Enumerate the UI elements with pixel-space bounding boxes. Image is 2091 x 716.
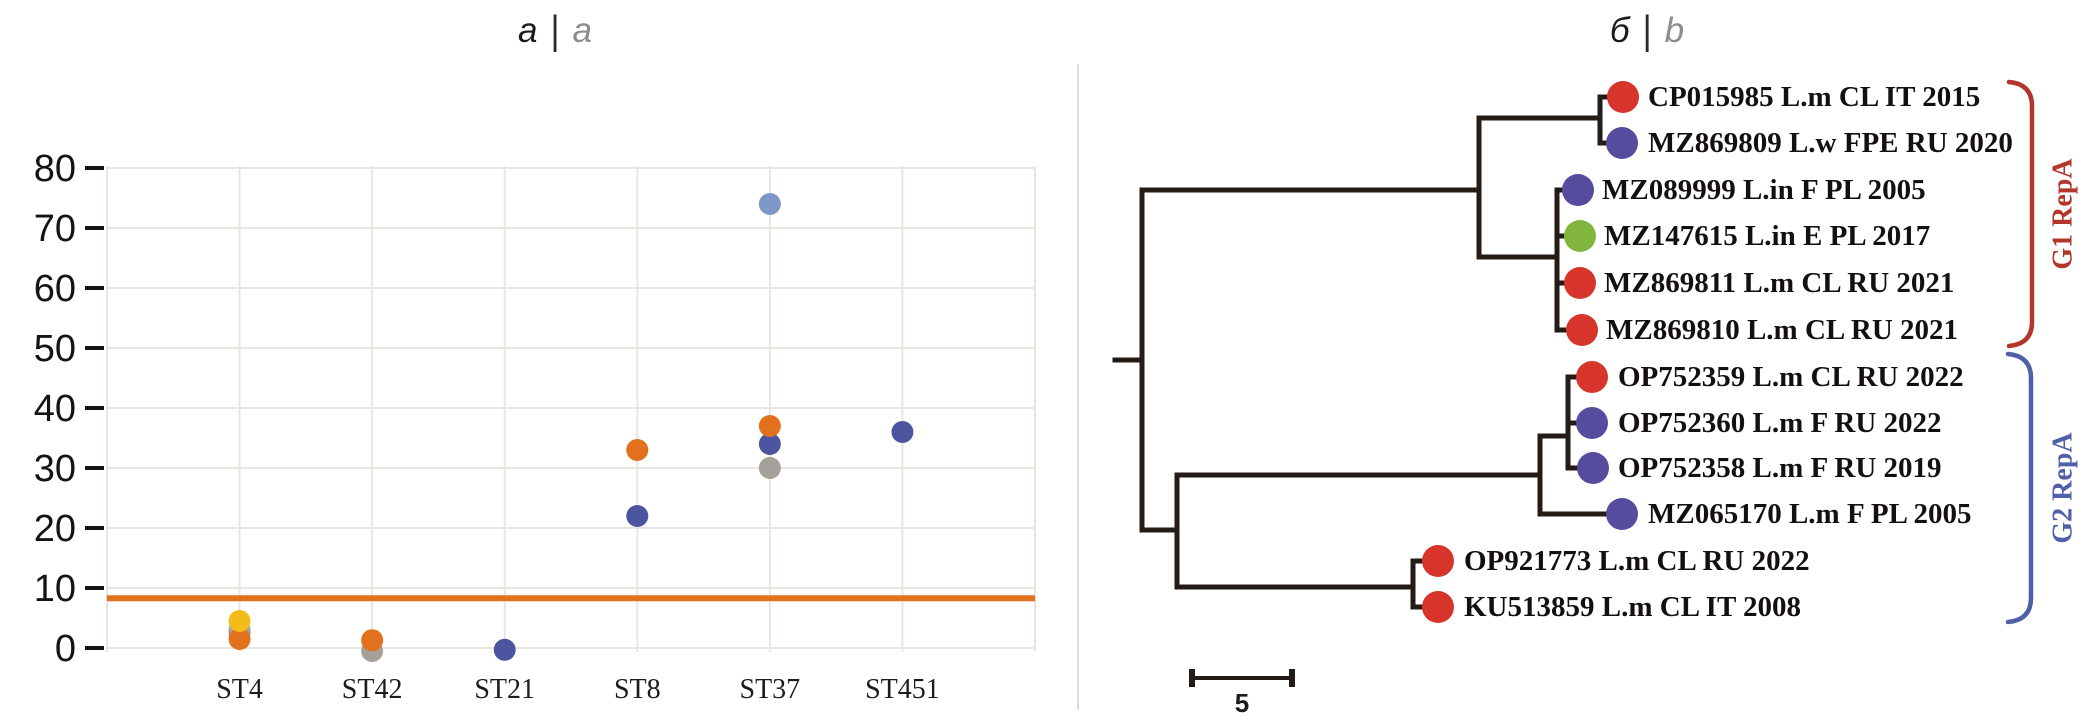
taxon-label: OP752359 L.m CL RU 2022: [1618, 361, 1964, 393]
data-point-orange-ST4: [228, 628, 251, 650]
taxon-label: KU513859 L.m CL IT 2008: [1464, 591, 1801, 623]
taxon-label: MZ869810 L.m CL RU 2021: [1606, 314, 1958, 346]
x-axis-label: ST8: [614, 674, 661, 705]
data-point-light-blue-ST37: [758, 193, 781, 215]
taxon-dot: [1576, 407, 1608, 439]
y-axis-label: 20: [34, 508, 76, 550]
x-axis-label: ST4: [216, 674, 263, 705]
panel-divider: [1077, 64, 1079, 710]
data-point-orange-ST42: [361, 629, 384, 652]
taxon-label: MZ869811 L.m CL RU 2021: [1604, 267, 1954, 299]
data-point-blue-ST8: [626, 505, 649, 527]
panel-a-title: a | a: [470, 8, 640, 53]
taxon-dot: [1564, 267, 1596, 299]
taxon-label: OP752360 L.m F RU 2022: [1618, 407, 1942, 439]
taxon-label: MZ869809 L.w FPE RU 2020: [1648, 127, 2013, 159]
taxon-label: MZ065170 L.m F PL 2005: [1648, 498, 1972, 530]
taxon-dot: [1562, 174, 1594, 206]
data-point-yellow-ST4: [228, 610, 251, 632]
clade-bracket: [2006, 79, 2035, 349]
taxon-label: OP921773 L.m CL RU 2022: [1464, 545, 1810, 577]
taxon-dot: [1422, 545, 1454, 577]
clade-label: G2 RepA: [2048, 432, 2079, 544]
panel-a-title-main: a: [517, 11, 538, 50]
clade-bracket: [2005, 351, 2034, 625]
scale-bar-label: 5: [1235, 688, 1249, 716]
data-point-blue-ST451: [891, 421, 914, 443]
taxon-dot: [1606, 498, 1638, 530]
data-point-orange-ST8: [626, 439, 649, 461]
taxon-label: MZ147615 L.in E PL 2017: [1604, 220, 1930, 252]
scatter-chart: 0 10 20 30 40 50 60 70 80 ST4 ST42 ST21 ST8 ST37 ST451: [34, 148, 1036, 705]
taxon-label: OP752358 L.m F RU 2019: [1618, 452, 1942, 484]
data-point-blue-ST21: [493, 638, 516, 661]
panel-b-title-separator: |: [1642, 8, 1652, 53]
phylogenetic-tree: G1 RepA G2 RepA CP015985 L.m CL IT 2015 MZ8…: [1112, 79, 2079, 716]
panel-a-title-separator: |: [550, 8, 560, 53]
taxon-dot: [1577, 452, 1609, 484]
panel-a-title-alt: a: [572, 11, 593, 50]
y-axis-label: 70: [34, 208, 76, 250]
x-axis-label: ST37: [740, 674, 801, 705]
panel-b-title-alt: b: [1664, 11, 1685, 50]
taxon-dot: [1564, 220, 1596, 252]
taxon-dot: [1566, 314, 1598, 346]
y-axis-label: 50: [34, 328, 76, 370]
taxon-dot: [1422, 591, 1454, 623]
panel-b-title: б | b: [1562, 8, 1732, 53]
taxon-dot: [1576, 361, 1608, 393]
y-axis-label: 40: [34, 388, 76, 430]
data-point-gray-ST37: [758, 457, 781, 479]
clade-label: G1 RepA: [2048, 158, 2079, 270]
x-axis-label: ST451: [865, 674, 940, 705]
data-point-orange-ST37: [758, 415, 781, 437]
taxon-label: CP015985 L.m CL IT 2015: [1648, 81, 1980, 113]
taxon-label: MZ089999 L.in F PL 2005: [1602, 174, 1926, 206]
x-axis-label: ST21: [474, 674, 535, 705]
y-axis-label: 60: [34, 268, 76, 310]
data-point-blue-ST37: [758, 433, 781, 455]
y-axis-label: 30: [34, 448, 76, 490]
taxon-dot: [1606, 127, 1638, 159]
y-axis-label: 80: [34, 148, 76, 190]
panel-b-title-main: б: [1609, 11, 1630, 50]
y-axis-label: 0: [55, 628, 76, 670]
y-axis-label: 10: [34, 568, 76, 610]
x-axis-label: ST42: [342, 674, 403, 705]
taxon-dot: [1607, 81, 1639, 113]
